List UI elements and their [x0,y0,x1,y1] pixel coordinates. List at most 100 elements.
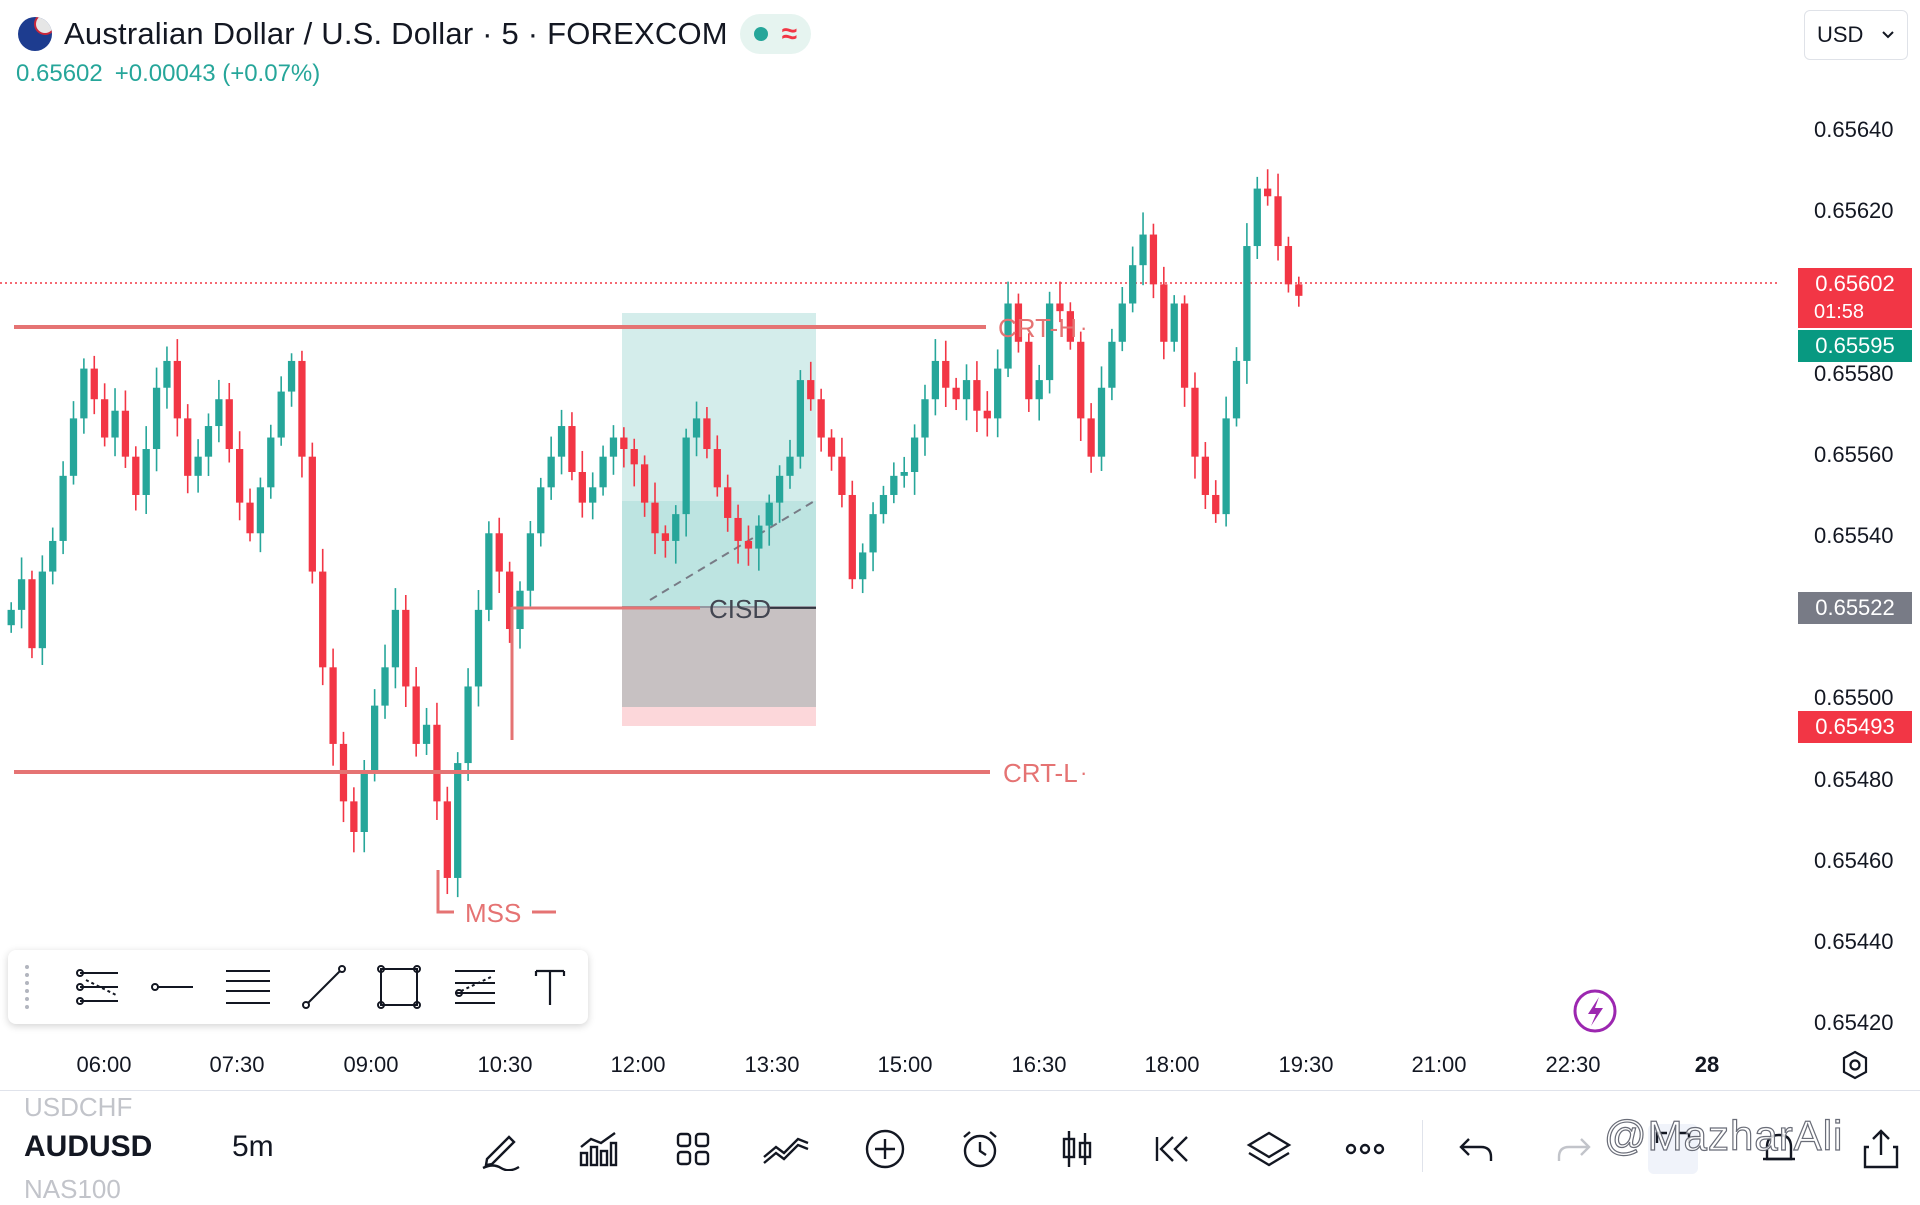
candle-body [1108,341,1116,388]
layers-icon[interactable] [1244,1124,1294,1174]
price-label: 0.65540 [1814,523,1894,548]
chart-pane[interactable]: CRT-H · CRT-L · CISD MSS [0,100,1780,1040]
chart-settings-icon[interactable] [1838,1048,1872,1082]
time-label: 15:00 [877,1052,933,1077]
candle-body [287,360,296,392]
candle-body [640,464,649,503]
toolbar-divider [1422,1120,1423,1172]
redo-icon[interactable] [1548,1124,1598,1174]
candle-body [1056,303,1064,312]
share-icon[interactable] [1856,1124,1906,1174]
candle-body [734,517,742,541]
pencil-icon[interactable] [476,1124,526,1174]
cisd-line[interactable] [510,606,700,610]
candle-body [1035,380,1043,400]
candle-body [786,456,794,476]
candle-body [1180,303,1189,388]
candle-body [931,360,940,400]
candle-body [163,360,171,388]
undo-icon[interactable] [1452,1124,1502,1174]
interval-button[interactable]: 5m [232,1130,274,1163]
candle-body [672,514,680,541]
candle-body [827,437,836,457]
time-axis[interactable]: 06:00 07:30 09:00 10:30 12:00 13:30 15:0… [0,1040,1920,1091]
parallel-lines-icon[interactable] [211,957,286,1017]
candle-body [994,368,1002,419]
ray-icon[interactable] [135,957,210,1017]
current-price-value: 0.65602 [1815,271,1895,296]
candle-body [1025,341,1033,400]
layout-grid-icon[interactable] [668,1124,718,1174]
more-icon[interactable] [1340,1124,1390,1174]
price-label: 0.65620 [1814,198,1894,223]
time-label: 19:30 [1278,1052,1334,1077]
candle-body [1149,234,1158,285]
candle-body [557,426,566,457]
candle-body [204,426,213,457]
loss-zone[interactable] [622,608,816,726]
candle-body [1201,456,1209,495]
alert-icon[interactable] [1573,989,1617,1033]
bottom-toolbar: USDCHF AUDUSD NAS100 5m [0,1092,1920,1204]
candle-body [942,360,950,388]
rectangle-icon[interactable] [362,957,437,1017]
candle-body [526,533,535,591]
candle-body [433,724,441,802]
alarm-clock-icon[interactable] [955,1124,1005,1174]
candle-body [973,380,981,411]
candle-body [1284,246,1293,285]
price-chart[interactable]: CRT-H · CRT-L · CISD MSS [0,100,1780,1040]
candle-body [1160,284,1168,342]
horizontal-lines-icon[interactable] [60,957,135,1017]
add-icon[interactable] [860,1124,910,1174]
previous-symbol[interactable]: USDCHF [24,1092,133,1122]
drag-handle-icon[interactable] [22,965,44,1009]
time-label: 21:00 [1411,1052,1467,1077]
candle-body [682,437,690,515]
candle-body [298,360,306,457]
candles-icon[interactable] [1052,1124,1102,1174]
candle-body [381,667,389,706]
drawing-toolbar [8,950,588,1024]
candle-body [350,801,358,832]
price-label: 0.65440 [1814,929,1894,954]
currency-value: USD [1817,22,1864,47]
time-label: 18:00 [1144,1052,1200,1077]
candle-body [121,410,130,457]
candle-body [1139,234,1147,266]
fullscreen-icon[interactable] [1648,1124,1698,1174]
next-symbol[interactable]: NAS100 [24,1174,121,1204]
candle-body [838,456,846,495]
price-label: 0.65640 [1814,117,1894,142]
compare-icon[interactable] [762,1124,812,1174]
candle-body [132,456,140,495]
time-label: 13:30 [744,1052,800,1077]
symbol-title[interactable]: Australian Dollar / U.S. Dollar · 5 · FO… [64,16,728,51]
candle-body [49,540,57,572]
indicators-icon[interactable] [572,1124,622,1174]
currency-select[interactable]: USD [1804,10,1908,60]
candle-body [69,418,78,476]
candle-body [236,449,244,503]
candle-body [1087,418,1095,457]
replay-icon[interactable] [1148,1124,1198,1174]
candle-body [215,399,223,427]
market-status-pill[interactable]: ≈ [739,14,812,54]
symbol-button[interactable]: AUDUSD [24,1130,153,1163]
price-label: 0.65560 [1814,442,1894,467]
mss-line[interactable] [436,870,454,914]
delayed-data-icon: ≈ [781,18,798,49]
candle-body [319,571,327,668]
candle-body [775,475,784,503]
fib-lines-icon[interactable] [437,957,512,1017]
candle-body [1253,188,1261,247]
alert-bell-icon[interactable] [1754,1124,1804,1174]
candle-body [1222,418,1230,515]
trend-line-icon[interactable] [286,957,361,1017]
candle-body [80,368,88,419]
candle-body [765,502,773,526]
text-icon[interactable] [513,957,588,1017]
candle-body [744,540,753,549]
price-axis[interactable]: 0.65640 0.65620 0.65580 0.65560 0.65540 … [1780,100,1920,1040]
candle-body [17,579,26,610]
